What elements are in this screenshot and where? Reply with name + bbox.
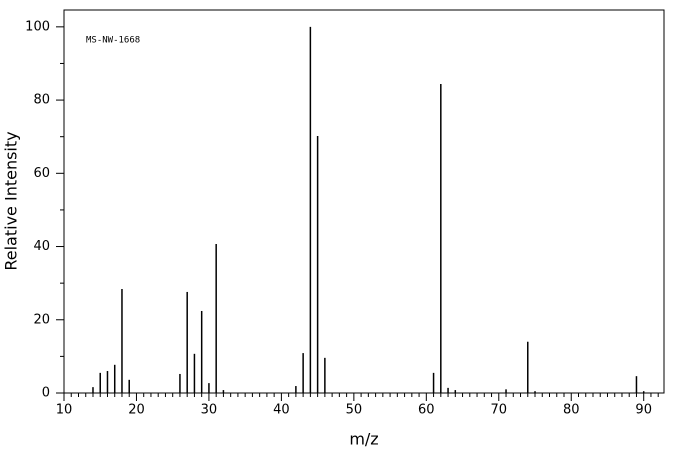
x-tick-label: 60 bbox=[418, 403, 435, 418]
y-tick-label: 40 bbox=[33, 239, 50, 254]
plot-frame bbox=[63, 9, 665, 394]
x-tick-label: 70 bbox=[491, 403, 508, 418]
y-tick-label: 60 bbox=[33, 166, 50, 181]
x-tick-label: 50 bbox=[346, 403, 363, 418]
x-tick-label: 20 bbox=[128, 403, 145, 418]
y-tick-label: 0 bbox=[42, 386, 50, 401]
y-tick-label: 20 bbox=[33, 312, 50, 327]
y-axis-label: Relative Intensity bbox=[2, 131, 21, 270]
x-tick-label: 40 bbox=[273, 403, 290, 418]
x-tick-label: 10 bbox=[56, 403, 73, 418]
x-tick-label: 90 bbox=[635, 403, 652, 418]
annotation: MS-NW-1668 bbox=[86, 36, 140, 46]
x-axis-label: m/z bbox=[349, 430, 378, 449]
y-tick-label: 80 bbox=[33, 93, 50, 108]
y-tick-label: 100 bbox=[25, 19, 50, 34]
x-tick-label: 30 bbox=[201, 403, 218, 418]
x-tick-label: 80 bbox=[563, 403, 580, 418]
